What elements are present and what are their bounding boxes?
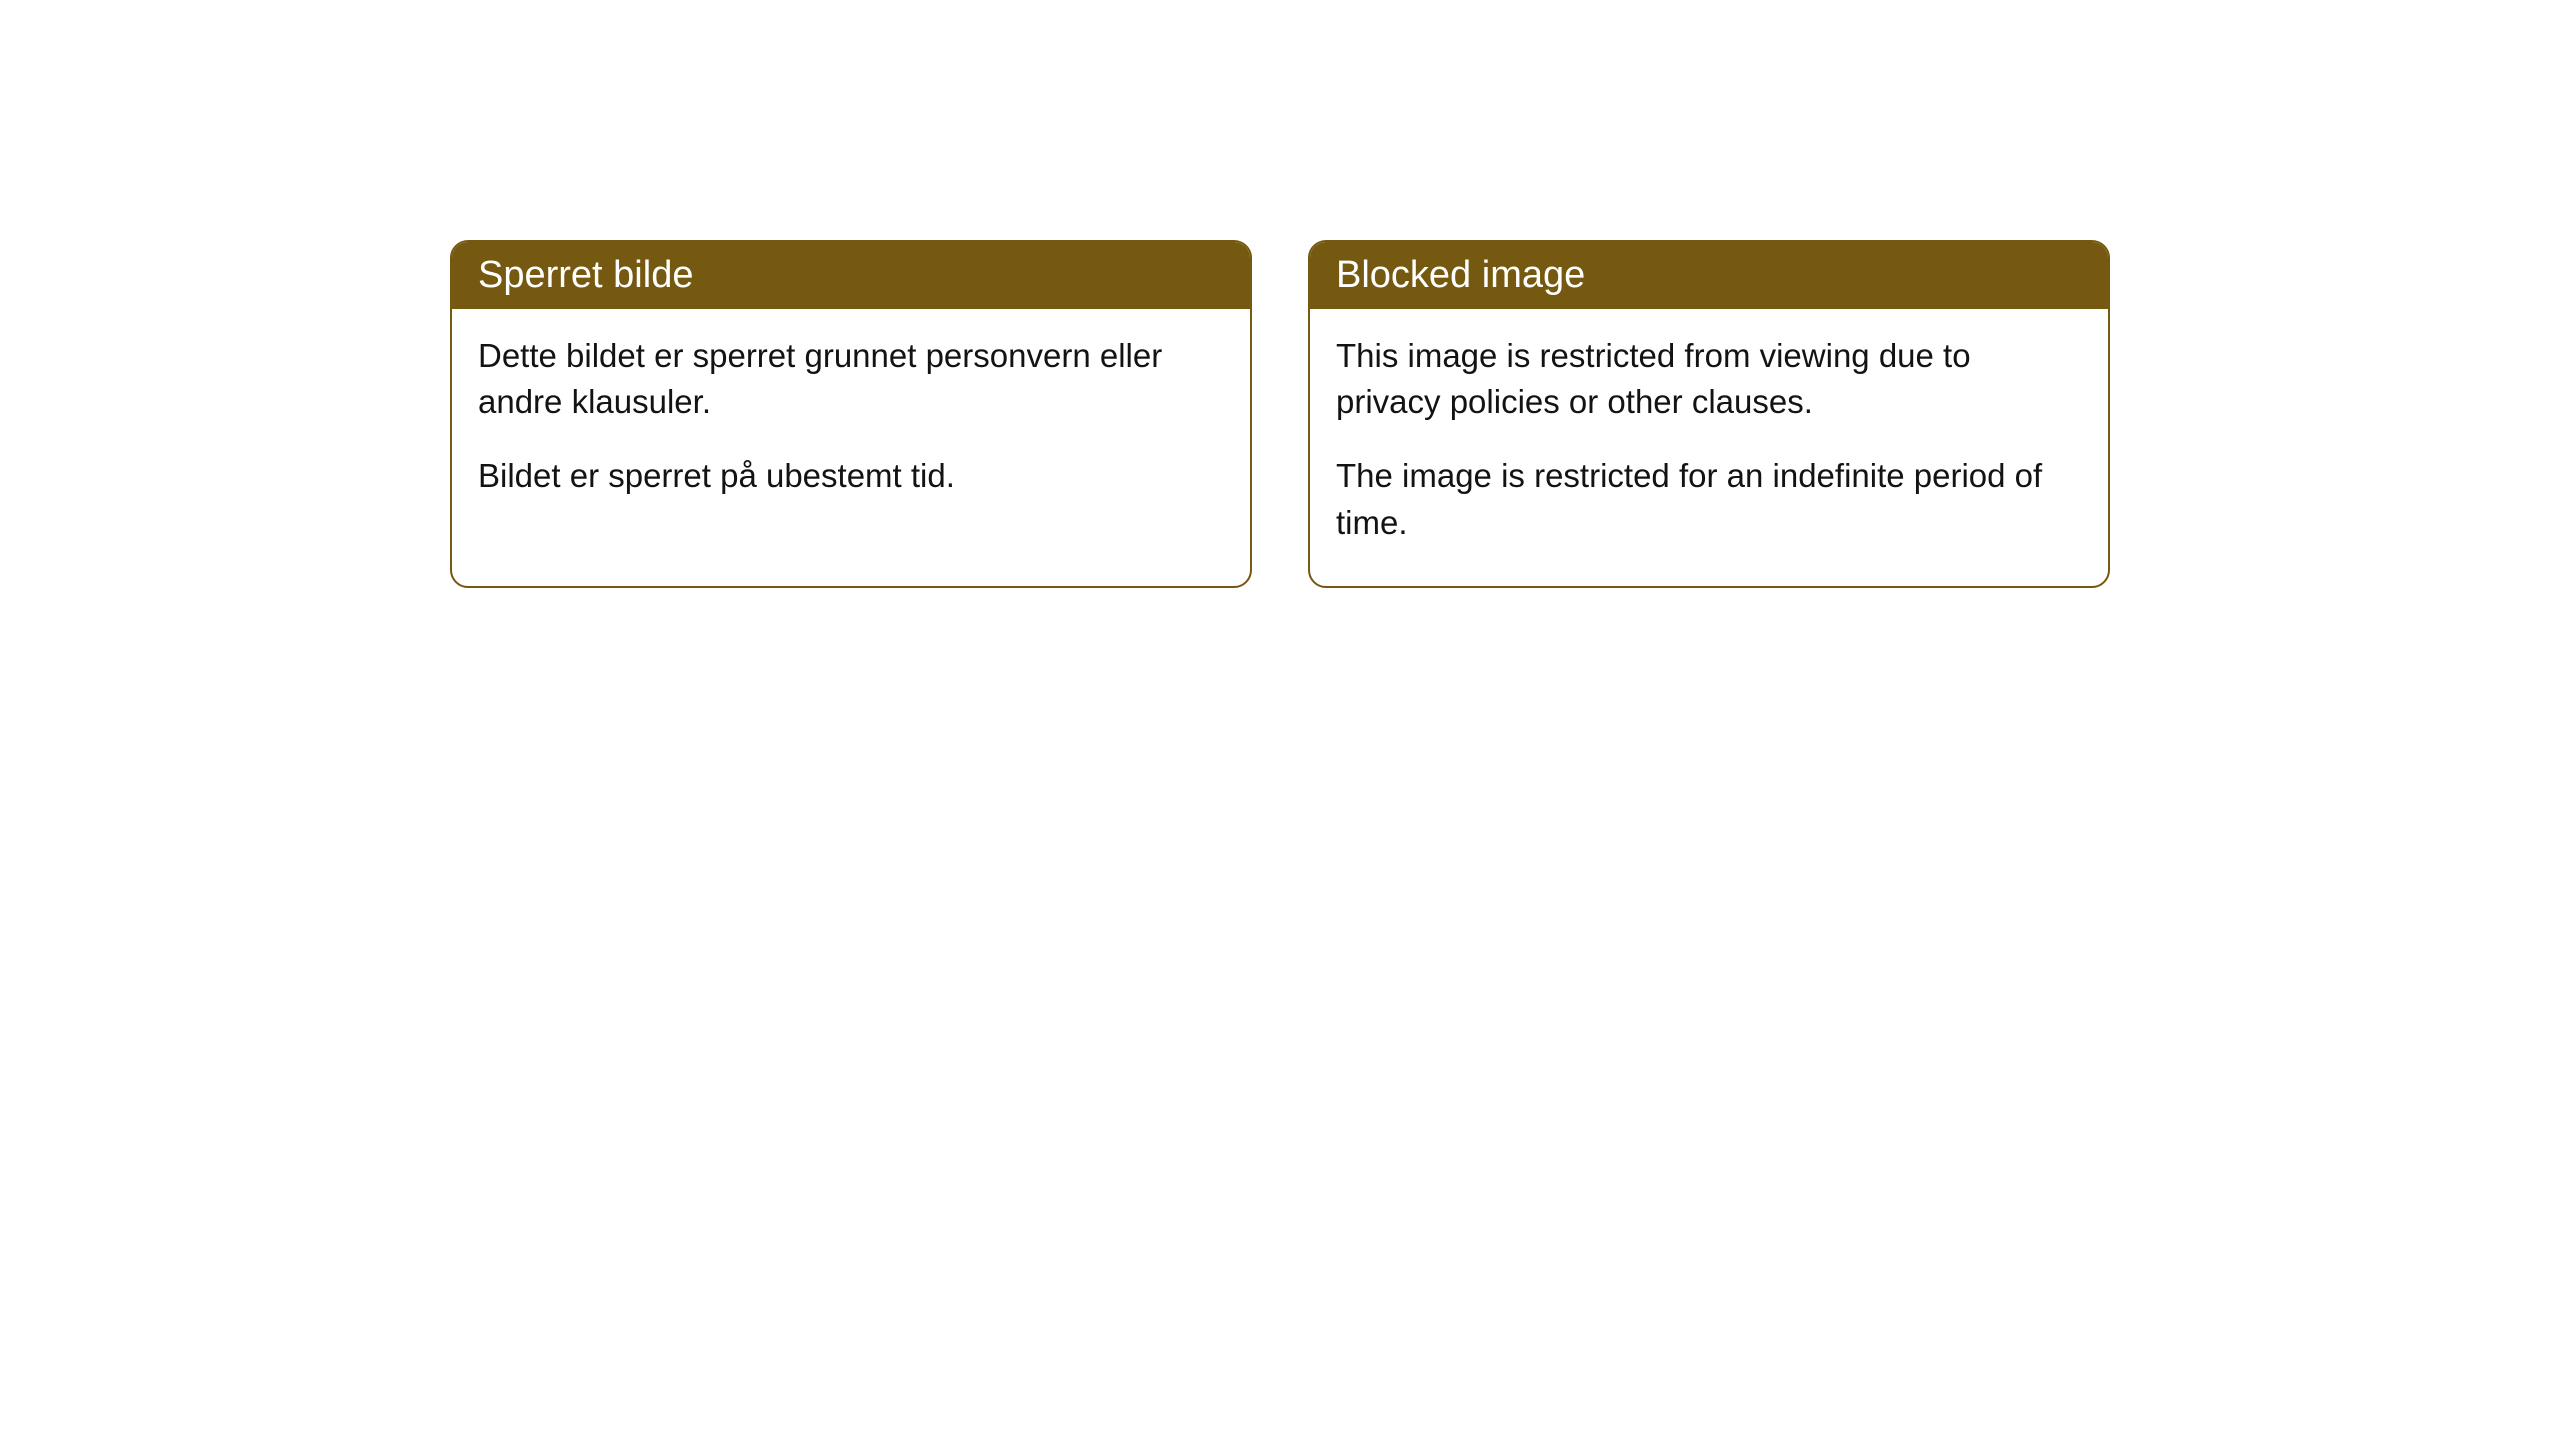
- card-title: Sperret bilde: [478, 254, 693, 296]
- card-paragraph: Dette bildet er sperret grunnet personve…: [478, 333, 1224, 425]
- card-body: Dette bildet er sperret grunnet personve…: [452, 309, 1250, 540]
- card-paragraph: The image is restricted for an indefinit…: [1336, 453, 2082, 545]
- card-header: Sperret bilde: [452, 242, 1250, 309]
- notice-card-norwegian: Sperret bilde Dette bildet er sperret gr…: [450, 240, 1252, 588]
- notice-card-english: Blocked image This image is restricted f…: [1308, 240, 2110, 588]
- card-title: Blocked image: [1336, 254, 1585, 296]
- card-header: Blocked image: [1310, 242, 2108, 309]
- notice-cards-container: Sperret bilde Dette bildet er sperret gr…: [450, 240, 2560, 588]
- card-paragraph: This image is restricted from viewing du…: [1336, 333, 2082, 425]
- card-paragraph: Bildet er sperret på ubestemt tid.: [478, 453, 1224, 499]
- card-body: This image is restricted from viewing du…: [1310, 309, 2108, 586]
